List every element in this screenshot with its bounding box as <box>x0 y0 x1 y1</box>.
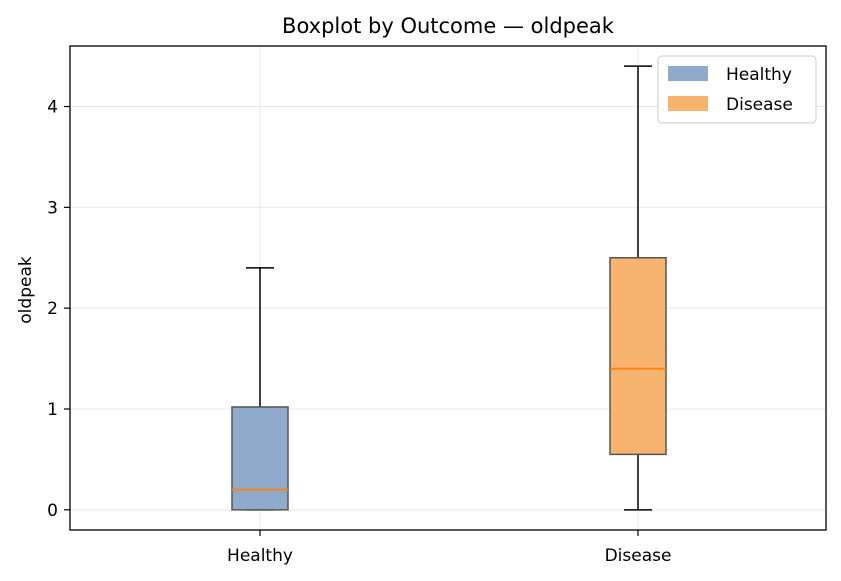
x-tick-label: Healthy <box>227 546 293 566</box>
x-tick-label: Disease <box>605 546 672 566</box>
iqr-box <box>609 257 667 456</box>
axis-ticks: 0 1 2 3 4 Healthy Disease <box>47 98 671 567</box>
box-disease <box>609 65 667 511</box>
legend-swatch-healthy <box>668 66 708 81</box>
y-axis-label: oldpeak <box>16 256 36 324</box>
legend-label-healthy: Healthy <box>726 65 792 85</box>
plot-area-frame <box>69 45 827 531</box>
y-tick-label: 4 <box>47 98 58 118</box>
legend-label-disease: Disease <box>726 95 793 115</box>
y-tick-label: 1 <box>47 400 58 420</box>
box-healthy <box>231 267 289 511</box>
boxes <box>231 65 667 511</box>
legend-swatch-disease <box>668 96 708 111</box>
y-tick-label: 3 <box>47 198 58 218</box>
iqr-box <box>231 406 289 511</box>
chart-title: Boxplot by Outcome — oldpeak <box>282 14 615 38</box>
y-tick-label: 2 <box>47 299 58 319</box>
y-tick-label: 0 <box>47 501 58 521</box>
legend: Healthy Disease <box>657 55 817 124</box>
